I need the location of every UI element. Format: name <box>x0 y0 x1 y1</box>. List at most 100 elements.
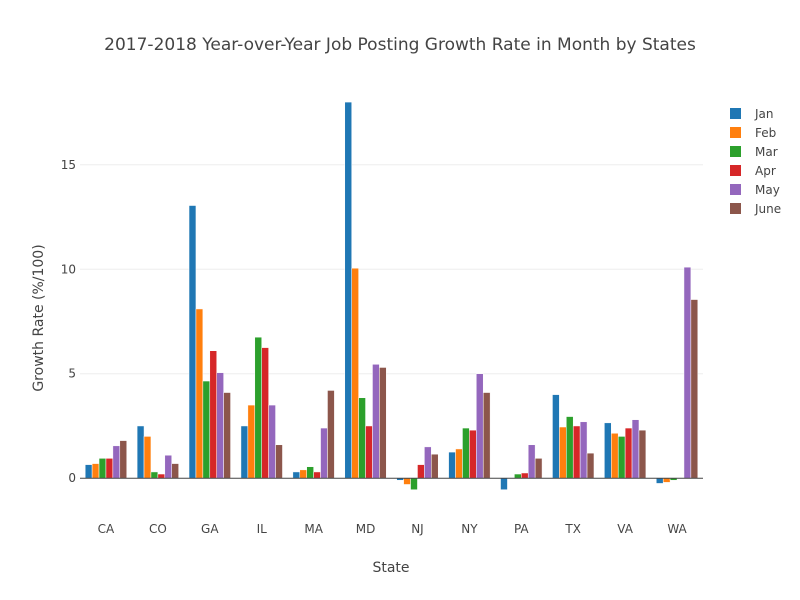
bar-apr-ga <box>209 350 217 479</box>
y-tick-label: 10 <box>61 262 76 276</box>
bar-june-ny <box>482 392 491 479</box>
bar-apr-ma <box>313 471 321 479</box>
x-tick-label: GA <box>201 522 219 536</box>
y-axis-title: Growth Rate (%/100) <box>31 244 47 391</box>
legend-swatch <box>730 146 741 157</box>
x-tick-label: CA <box>98 522 115 536</box>
legend-label: Jan <box>754 107 774 121</box>
legend-label: Apr <box>755 164 776 178</box>
bar-feb-md <box>351 267 359 479</box>
x-tick-label: TX <box>564 522 581 536</box>
bar-feb-ma <box>299 469 307 479</box>
bar-feb-il <box>247 404 256 479</box>
bar-june-md <box>379 367 387 479</box>
bar-feb-ca <box>91 463 100 479</box>
y-axis-ticks: 0 5 10 15 <box>61 158 76 485</box>
bar-may-va <box>631 419 640 479</box>
x-axis-title: State <box>372 560 409 576</box>
bar-feb-nj <box>403 477 411 485</box>
legend-label: May <box>755 183 780 197</box>
bar-jan-ma <box>292 471 301 479</box>
bar-may-ma <box>320 427 328 479</box>
x-tick-label: WA <box>667 522 687 536</box>
bar-may-tx <box>579 421 588 479</box>
bar-mar-va <box>617 436 626 479</box>
bar-june-tx <box>586 452 595 479</box>
bar-june-va <box>638 429 647 479</box>
bar-feb-wa <box>662 477 671 483</box>
bar-apr-nj <box>417 464 425 479</box>
bar-may-ca <box>112 445 121 479</box>
bar-june-il <box>275 444 283 479</box>
chart-title: 2017-2018 Year-over-Year Job Posting Gro… <box>104 35 696 55</box>
bar-jan-il <box>240 425 249 479</box>
bar-apr-tx <box>572 425 581 479</box>
bar-mar-co <box>150 471 159 479</box>
x-tick-label: VA <box>617 522 633 536</box>
legend-swatch <box>730 127 741 138</box>
bar-june-wa <box>690 299 699 479</box>
x-tick-label: CO <box>149 522 167 536</box>
x-axis-ticks: CA CO GA IL MA MD NJ NY PA TX VA WA <box>98 522 688 536</box>
bar-jan-md <box>344 101 352 479</box>
y-tick-label: 0 <box>68 471 76 485</box>
bar-may-nj <box>424 446 432 479</box>
bar-may-il <box>268 404 276 479</box>
bar-mar-ga <box>202 380 211 479</box>
bar-feb-tx <box>559 426 567 479</box>
bar-jan-co <box>136 425 145 479</box>
legend-swatch <box>730 108 741 119</box>
bar-june-nj <box>431 453 439 479</box>
bar-june-ma <box>327 390 335 479</box>
bar-jan-va <box>604 422 612 479</box>
bar-mar-ma <box>306 466 314 479</box>
bar-jan-tx <box>552 394 560 479</box>
legend-swatch <box>730 165 741 176</box>
gridlines <box>80 164 703 375</box>
bar-mar-ny <box>462 427 470 479</box>
bar-may-md <box>372 364 380 479</box>
bar-feb-ga <box>195 308 204 479</box>
bar-june-ca <box>119 440 127 479</box>
bar-mar-il <box>254 336 262 479</box>
bar-apr-pa <box>521 472 529 479</box>
bar-apr-va <box>624 427 633 479</box>
bar-may-pa <box>527 444 536 479</box>
bar-jan-wa <box>656 477 664 484</box>
bar-june-pa <box>534 458 543 479</box>
bar-mar-tx <box>566 416 574 479</box>
bar-feb-va <box>611 433 619 479</box>
bar-jan-ca <box>84 464 93 479</box>
legend: Jan Feb Mar Apr May June <box>730 107 781 216</box>
bar-jan-pa <box>500 477 508 490</box>
bar-feb-co <box>143 436 152 479</box>
y-tick-label: 15 <box>61 158 76 172</box>
bar-feb-ny <box>455 448 463 479</box>
legend-label: Feb <box>755 126 776 140</box>
x-tick-label: PA <box>514 522 529 536</box>
bar-apr-md <box>365 425 373 479</box>
bar-apr-co <box>157 473 166 479</box>
bar-june-co <box>171 463 179 479</box>
bar-may-co <box>164 454 172 479</box>
bar-may-ga <box>216 372 224 479</box>
bar-may-ny <box>476 373 484 479</box>
legend-swatch <box>730 203 741 214</box>
x-tick-label: NJ <box>411 522 424 536</box>
y-tick-label: 5 <box>68 367 76 381</box>
x-tick-label: MD <box>356 522 376 536</box>
bar-jan-ny <box>448 451 456 479</box>
x-tick-label: MA <box>304 522 323 536</box>
legend-swatch <box>730 184 741 195</box>
bars <box>84 101 699 490</box>
x-tick-label: NY <box>461 522 478 536</box>
bar-may-wa <box>683 266 692 479</box>
legend-label: Mar <box>755 145 778 159</box>
bar-mar-md <box>358 397 366 479</box>
bar-mar-nj <box>410 477 418 490</box>
legend-label: June <box>754 202 781 216</box>
bar-jan-ga <box>188 205 197 479</box>
bar-mar-pa <box>514 473 522 479</box>
x-tick-label: IL <box>257 522 268 536</box>
